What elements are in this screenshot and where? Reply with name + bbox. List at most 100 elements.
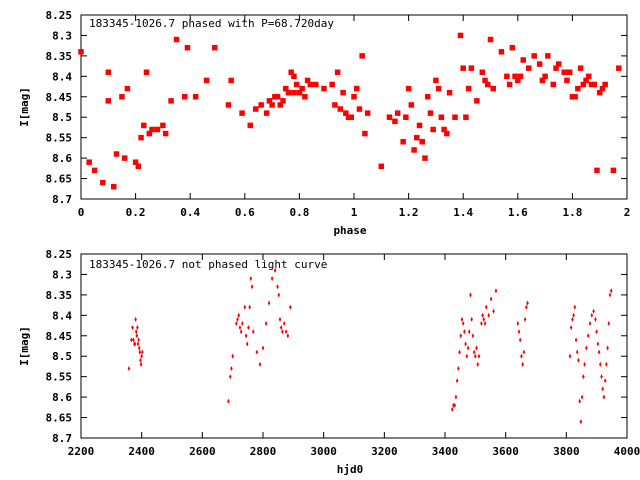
data-point	[411, 147, 417, 153]
data-points	[78, 32, 622, 190]
data-point	[236, 316, 239, 322]
y-axis-label: I[mag]	[18, 87, 31, 127]
data-point	[264, 320, 268, 327]
data-point	[239, 110, 245, 116]
y-tick-label: 8.7	[52, 432, 72, 445]
data-point	[509, 44, 516, 51]
data-point	[386, 114, 393, 120]
data-point	[482, 77, 488, 84]
data-point	[577, 65, 584, 71]
data-point	[517, 73, 524, 80]
data-point	[203, 77, 210, 84]
data-point	[586, 333, 590, 339]
data-point	[356, 106, 363, 112]
data-point	[135, 333, 139, 339]
data-point	[602, 394, 606, 400]
data-point	[414, 134, 420, 141]
data-point	[460, 65, 466, 71]
data-point	[474, 98, 480, 104]
data-point	[504, 73, 510, 80]
data-point	[577, 357, 580, 363]
data-point	[472, 349, 476, 355]
data-point	[405, 85, 412, 92]
data-point	[601, 386, 604, 392]
data-point	[481, 312, 484, 318]
data-point	[600, 374, 603, 380]
y-tick-label: 8.35	[46, 289, 73, 302]
y-tick-label: 8.65	[46, 412, 73, 425]
data-point	[451, 406, 454, 412]
data-point	[596, 89, 603, 96]
data-point	[291, 89, 297, 96]
data-point	[580, 81, 587, 88]
data-point	[138, 349, 142, 355]
data-point	[288, 69, 294, 75]
data-point	[149, 126, 155, 133]
y-tick-label: 8.3	[52, 29, 72, 42]
data-point	[132, 337, 135, 343]
data-point	[489, 296, 493, 302]
data-point	[468, 329, 471, 335]
data-point	[332, 102, 338, 108]
data-point	[131, 325, 134, 331]
data-point	[135, 163, 142, 170]
plot-frame	[80, 14, 628, 200]
x-tick-label: 3200	[371, 445, 398, 458]
data-point	[351, 94, 357, 100]
y-axis-label: I[mag]	[18, 326, 31, 366]
data-point	[245, 341, 249, 347]
data-point	[597, 349, 601, 355]
data-point	[255, 349, 259, 355]
data-point	[572, 94, 578, 100]
data-point	[454, 394, 458, 400]
data-point	[463, 114, 469, 120]
y-axis-ticks: 8.25 8.3 8.35 8.4 8.45 8.5 8.55 8.6 8.65 8.7	[46, 9, 627, 206]
data-point	[239, 329, 243, 335]
data-point	[542, 73, 548, 80]
y-tick-label: 8.4	[52, 309, 72, 322]
x-tick-label: 0.6	[235, 206, 255, 219]
data-point	[487, 312, 490, 318]
data-point	[438, 114, 445, 120]
y-tick-label: 8.6	[52, 391, 72, 404]
data-point	[139, 357, 142, 363]
data-point	[248, 304, 251, 310]
data-point	[435, 85, 442, 92]
data-point	[520, 353, 523, 359]
data-point	[247, 122, 254, 129]
data-point	[576, 349, 579, 355]
y-tick-label: 8.25	[46, 248, 73, 261]
data-point	[512, 73, 518, 80]
data-point	[607, 320, 611, 327]
data-point	[337, 106, 344, 112]
data-point	[181, 94, 188, 100]
data-point	[476, 361, 480, 367]
data-point	[455, 378, 459, 384]
data-point	[394, 110, 401, 116]
data-point	[267, 300, 271, 306]
data-point	[463, 329, 466, 335]
data-point	[313, 81, 319, 88]
chart-title: 183345-1026.7 not phased light curve	[89, 258, 327, 271]
x-tick-label: 0.8	[289, 206, 309, 219]
data-point	[550, 81, 557, 88]
data-point	[588, 320, 592, 327]
data-point	[583, 361, 586, 367]
y-tick-label: 8.4	[52, 70, 72, 83]
data-point	[137, 345, 141, 351]
data-point	[595, 329, 598, 335]
data-point	[564, 77, 570, 84]
x-axis-ticks: 0 0.2 0.4 0.6 0.8 1 1.2 1.4 1.6 1.8 2	[78, 15, 630, 219]
data-point	[285, 89, 292, 96]
data-point	[283, 85, 289, 92]
data-point	[100, 179, 106, 186]
data-point	[235, 320, 238, 327]
data-point	[252, 106, 259, 112]
data-point	[140, 353, 143, 359]
data-point	[460, 316, 464, 322]
data-point	[359, 53, 365, 59]
data-point	[273, 267, 277, 273]
data-point	[276, 284, 279, 290]
x-tick-label: 0	[78, 206, 85, 219]
data-point	[592, 308, 595, 314]
